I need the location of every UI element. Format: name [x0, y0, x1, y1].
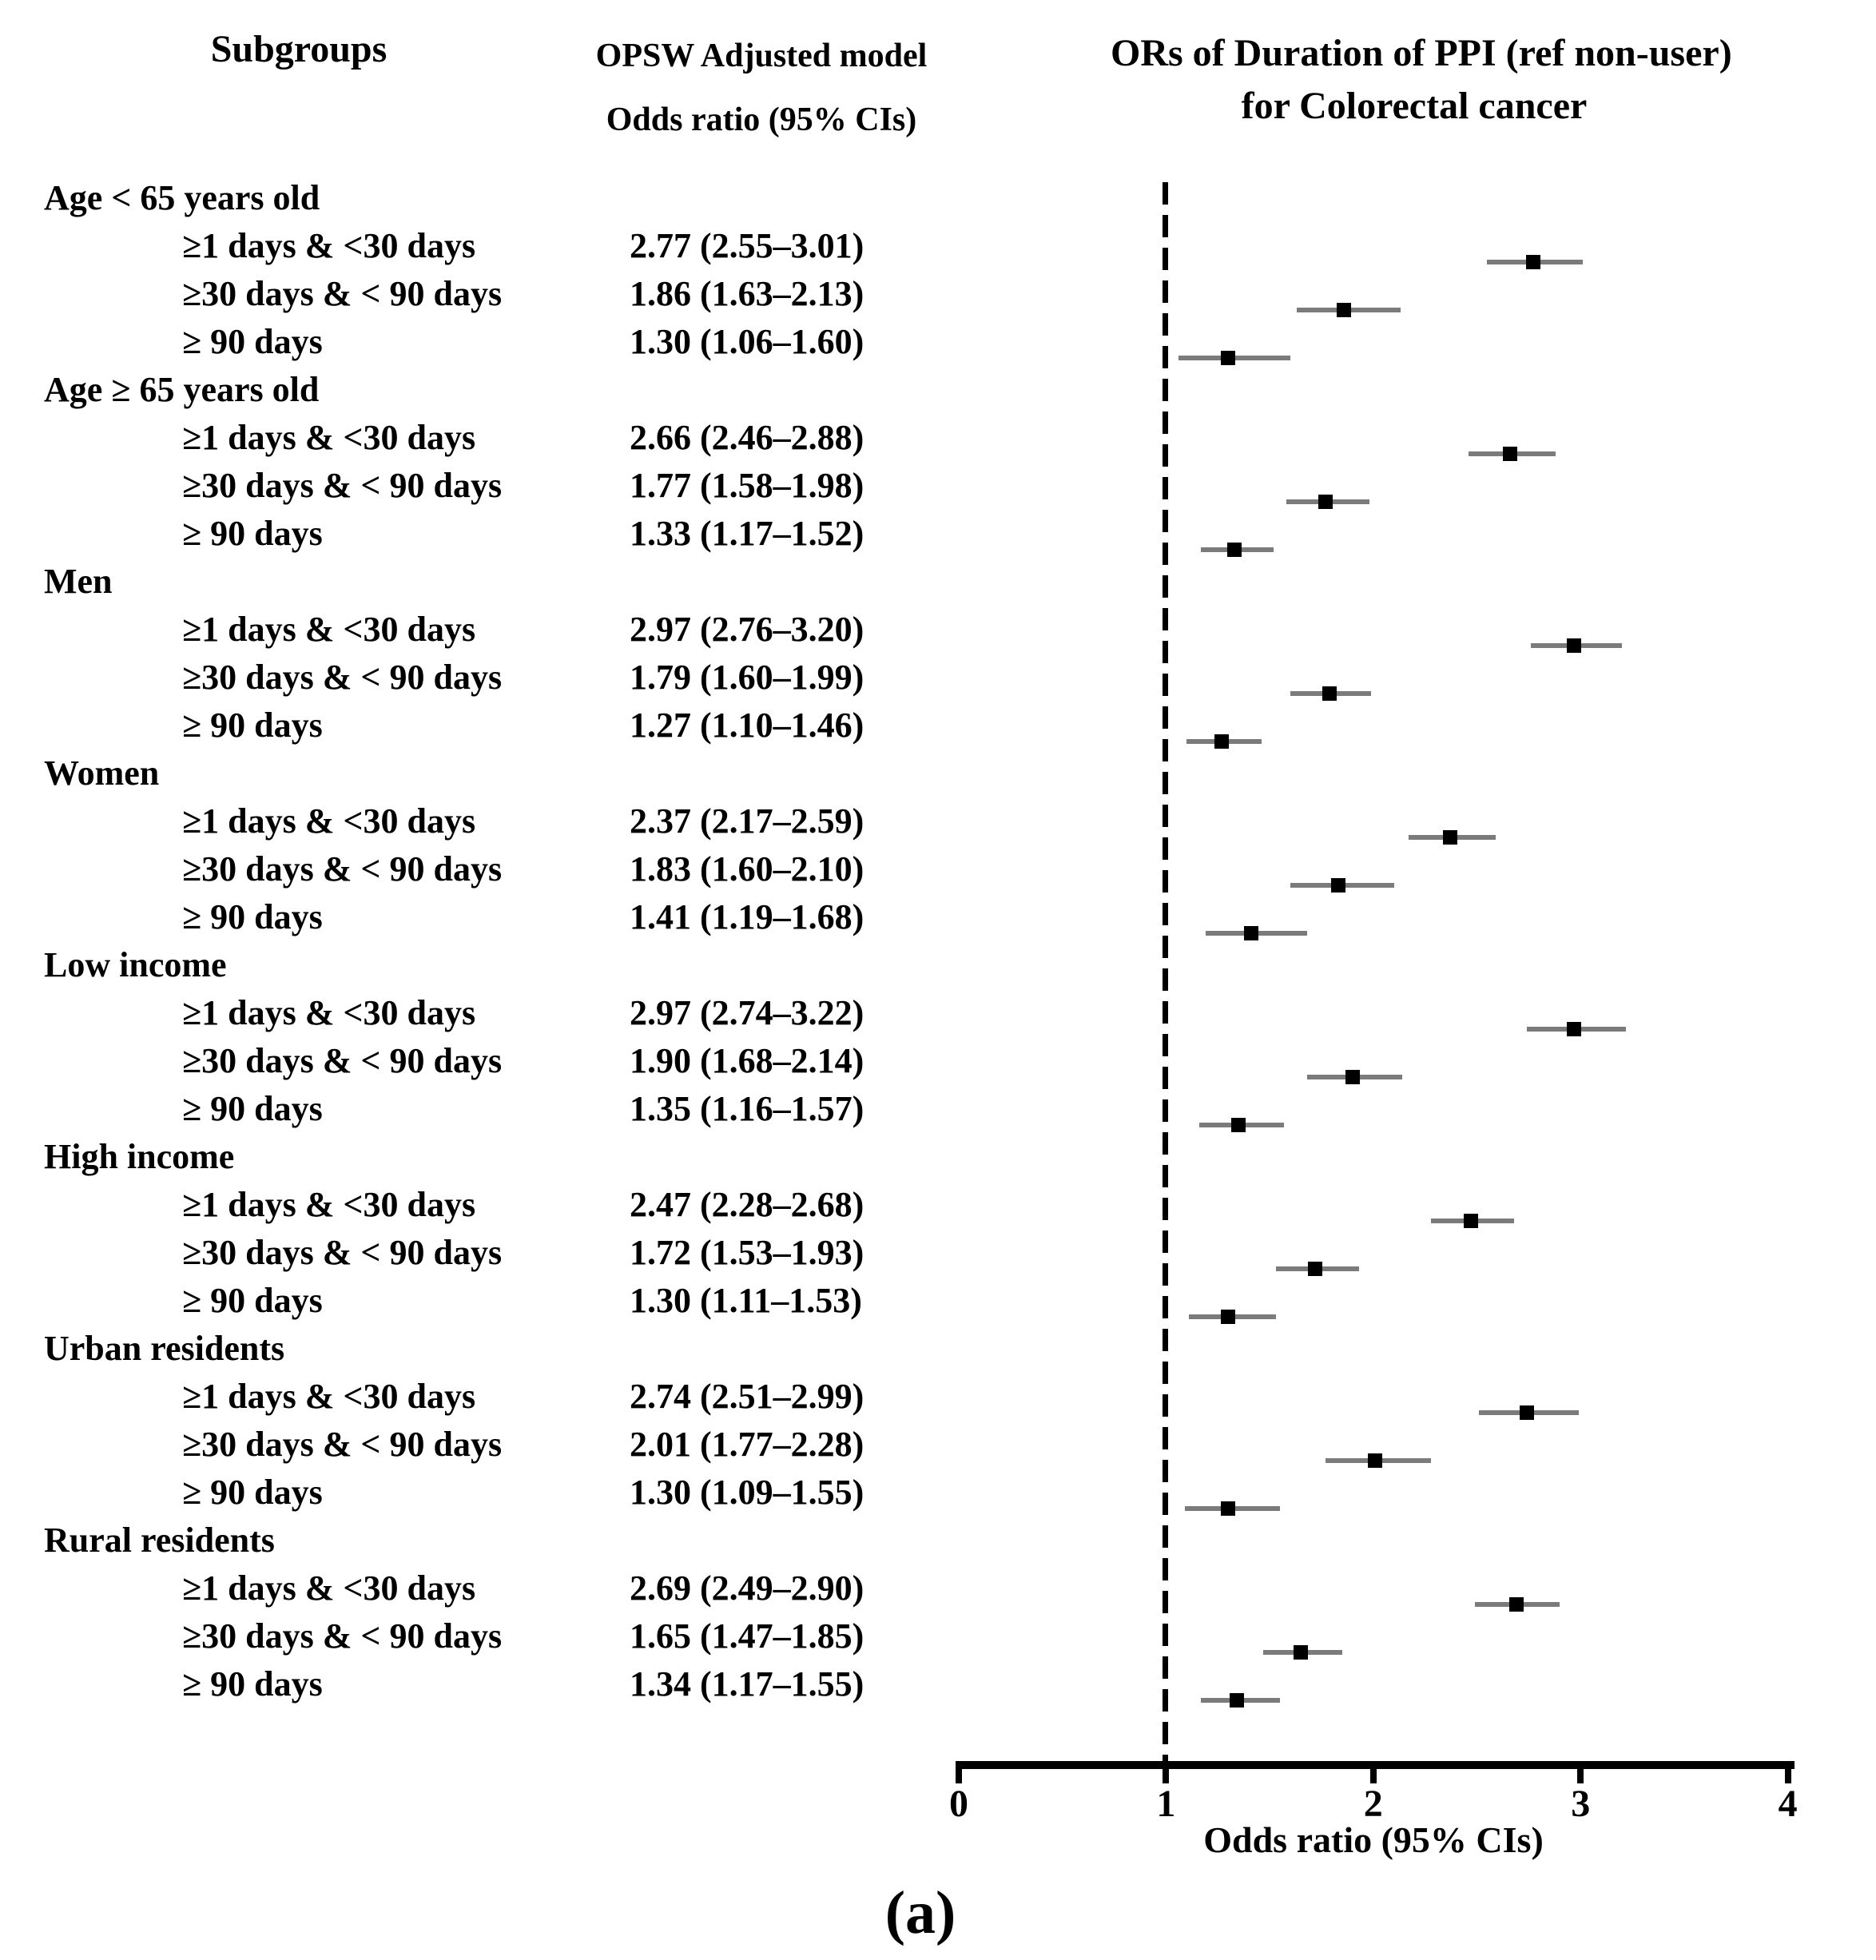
or-value: 1.30 (1.11–1.53)	[630, 1281, 862, 1320]
or-marker	[1322, 686, 1337, 701]
or-marker	[1442, 830, 1457, 845]
or-marker	[1525, 255, 1540, 269]
duration-label: ≥30 days & < 90 days	[182, 1616, 503, 1656]
x-tick-label: 2	[1363, 1783, 1383, 1825]
group-label: Low income	[44, 945, 227, 984]
or-marker	[1337, 303, 1352, 317]
or-marker	[1229, 1693, 1244, 1708]
duration-label: ≥1 days & <30 days	[182, 1568, 476, 1608]
group-label: Women	[44, 753, 160, 793]
duration-label: ≥ 90 days	[182, 897, 323, 936]
or-marker	[1567, 638, 1582, 653]
reference-line-at-1	[1163, 182, 1168, 1762]
duration-label: ≥1 days & <30 days	[182, 993, 476, 1032]
or-value: 1.30 (1.06–1.60)	[630, 322, 864, 361]
x-tick-label: 4	[1778, 1783, 1798, 1825]
or-marker	[1567, 1022, 1582, 1036]
x-axis-title: Odds ratio (95% CIs)	[1203, 1819, 1544, 1860]
or-marker	[1503, 447, 1517, 461]
or-marker	[1463, 1214, 1478, 1228]
duration-label: ≥ 90 days	[182, 322, 323, 361]
x-tick	[1784, 1761, 1791, 1783]
or-marker	[1221, 1310, 1236, 1324]
or-marker	[1227, 543, 1242, 557]
model-column-header-line2: Odds ratio (95% CIs)	[606, 101, 917, 138]
duration-label: ≥30 days & < 90 days	[182, 658, 503, 697]
or-value: 1.83 (1.60–2.10)	[630, 849, 864, 889]
duration-label: ≥ 90 days	[182, 1664, 323, 1704]
or-value: 1.35 (1.16–1.57)	[630, 1089, 864, 1128]
duration-label: ≥ 90 days	[182, 1473, 323, 1512]
or-marker	[1214, 734, 1230, 749]
duration-label: ≥30 days & < 90 days	[182, 466, 503, 505]
or-marker	[1221, 351, 1236, 365]
plot-title-line2: for Colorectal cancer	[1241, 85, 1588, 127]
x-tick	[956, 1761, 962, 1783]
or-value: 2.37 (2.17–2.59)	[630, 801, 864, 841]
or-marker	[1308, 1262, 1323, 1276]
group-label: High income	[44, 1137, 235, 1176]
duration-label: ≥30 days & < 90 days	[182, 1425, 503, 1464]
model-column-header-line1: OPSW Adjusted model	[595, 38, 928, 74]
or-marker	[1508, 1597, 1524, 1612]
or-value: 1.90 (1.68–2.14)	[630, 1041, 864, 1080]
or-value: 1.77 (1.58–1.98)	[630, 466, 864, 505]
group-label: Men	[44, 562, 113, 601]
duration-label: ≥ 90 days	[182, 514, 323, 553]
or-value: 1.86 (1.63–2.13)	[630, 274, 864, 313]
or-value: 2.74 (2.51–2.99)	[630, 1377, 864, 1416]
or-value: 2.97 (2.76–3.20)	[630, 610, 864, 649]
or-value: 1.41 (1.19–1.68)	[630, 897, 864, 936]
or-value: 1.79 (1.60–1.99)	[630, 658, 864, 697]
or-value: 2.69 (2.49–2.90)	[630, 1568, 864, 1608]
or-marker	[1231, 1118, 1246, 1132]
or-marker	[1318, 495, 1333, 509]
or-value: 1.65 (1.47–1.85)	[630, 1616, 864, 1656]
duration-label: ≥30 days & < 90 days	[182, 849, 503, 889]
or-value: 1.27 (1.10–1.46)	[630, 706, 864, 745]
group-label: Urban residents	[44, 1329, 285, 1368]
or-value: 2.47 (2.28–2.68)	[630, 1185, 864, 1224]
duration-label: ≥1 days & <30 days	[182, 226, 476, 265]
duration-label: ≥1 days & <30 days	[182, 1185, 476, 1224]
x-tick	[1163, 1761, 1170, 1783]
x-tick-label: 0	[949, 1783, 968, 1825]
duration-label: ≥30 days & < 90 days	[182, 1041, 503, 1080]
or-marker	[1243, 926, 1258, 940]
group-label: Age < 65 years old	[44, 178, 320, 217]
x-tick-label: 3	[1571, 1783, 1591, 1825]
duration-label: ≥30 days & < 90 days	[182, 274, 503, 313]
or-value: 2.77 (2.55–3.01)	[630, 226, 864, 265]
duration-label: ≥1 days & <30 days	[182, 1377, 476, 1416]
group-label: Rural residents	[44, 1521, 275, 1560]
or-value: 1.72 (1.53–1.93)	[630, 1233, 864, 1272]
group-label: Age ≥ 65 years old	[44, 370, 320, 409]
or-value: 1.33 (1.17–1.52)	[630, 514, 864, 553]
duration-label: ≥ 90 days	[182, 706, 323, 745]
or-value: 2.97 (2.74–3.22)	[630, 993, 864, 1032]
x-tick-label: 1	[1156, 1783, 1176, 1825]
duration-label: ≥30 days & < 90 days	[182, 1233, 503, 1272]
or-marker	[1368, 1453, 1383, 1468]
or-marker	[1221, 1501, 1236, 1516]
duration-label: ≥1 days & <30 days	[182, 801, 476, 841]
or-marker	[1294, 1645, 1308, 1660]
or-value: 1.30 (1.09–1.55)	[630, 1473, 864, 1512]
or-value: 2.01 (1.77–2.28)	[630, 1425, 864, 1464]
duration-label: ≥1 days & <30 days	[182, 418, 476, 457]
duration-label: ≥ 90 days	[182, 1281, 323, 1320]
figure-caption: (a)	[884, 1879, 956, 1946]
duration-label: ≥ 90 days	[182, 1089, 323, 1128]
or-marker	[1330, 878, 1345, 893]
x-tick	[1369, 1761, 1377, 1783]
x-tick	[1577, 1761, 1584, 1783]
or-marker	[1345, 1070, 1360, 1084]
plot-title-line1: ORs of Duration of PPI (ref non-user)	[1111, 32, 1732, 74]
or-marker	[1519, 1405, 1534, 1420]
or-value: 2.66 (2.46–2.88)	[630, 418, 864, 457]
subgroups-column-header: Subgroups	[210, 28, 388, 70]
duration-label: ≥1 days & <30 days	[182, 610, 476, 649]
or-value: 1.34 (1.17–1.55)	[630, 1664, 864, 1704]
